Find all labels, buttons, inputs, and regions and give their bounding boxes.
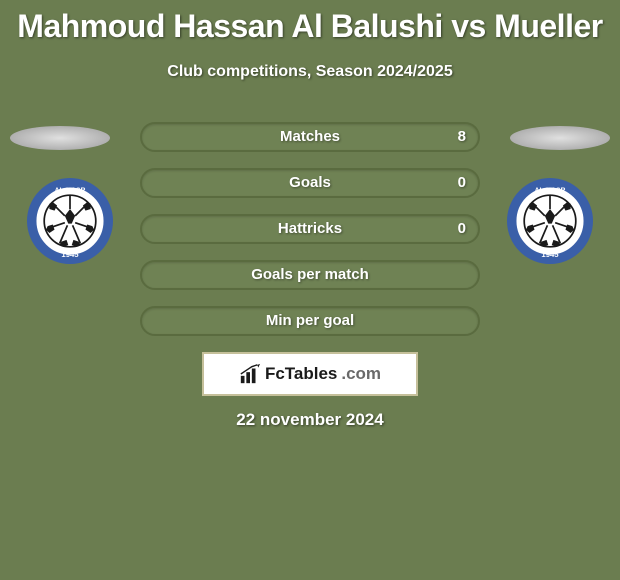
club-badge-left: AL-NASR 1945 [27,178,113,264]
page-title: Mahmoud Hassan Al Balushi vs Mueller [0,0,620,45]
stat-label: Min per goal [142,308,478,334]
stat-row-goals: Goals 0 [140,168,480,198]
svg-text:1945: 1945 [541,250,559,259]
svg-text:AL-NASR: AL-NASR [55,188,86,195]
brand-text-main: FcTables [265,364,337,384]
stats-table: Matches 8 Goals 0 Hattricks 0 Goals per … [140,122,480,352]
stat-row-goals-per-match: Goals per match [140,260,480,290]
page-subtitle: Club competitions, Season 2024/2025 [0,63,620,81]
svg-text:AL-NASR: AL-NASR [535,188,566,195]
stat-label: Goals per match [142,262,478,288]
footer-brand-badge: FcTables.com [202,352,418,396]
stat-label: Goals [142,170,478,196]
svg-text:1945: 1945 [61,250,79,259]
club-crest-icon: AL-NASR 1945 [27,178,113,264]
stat-label: Hattricks [142,216,478,242]
club-badge-right: AL-NASR 1945 [507,178,593,264]
stat-right-value: 0 [458,170,466,196]
club-crest-icon: AL-NASR 1945 [507,178,593,264]
stat-right-value: 8 [458,124,466,150]
stat-label: Matches [142,124,478,150]
player-photo-placeholder-right [510,126,610,150]
stat-row-hattricks: Hattricks 0 [140,214,480,244]
footer-date: 22 november 2024 [0,410,620,430]
stat-row-matches: Matches 8 [140,122,480,152]
brand-text-suffix: .com [341,364,381,384]
fctables-logo: FcTables.com [239,363,381,385]
bar-chart-icon [239,363,261,385]
stat-row-min-per-goal: Min per goal [140,306,480,336]
player-photo-placeholder-left [10,126,110,150]
stat-right-value: 0 [458,216,466,242]
